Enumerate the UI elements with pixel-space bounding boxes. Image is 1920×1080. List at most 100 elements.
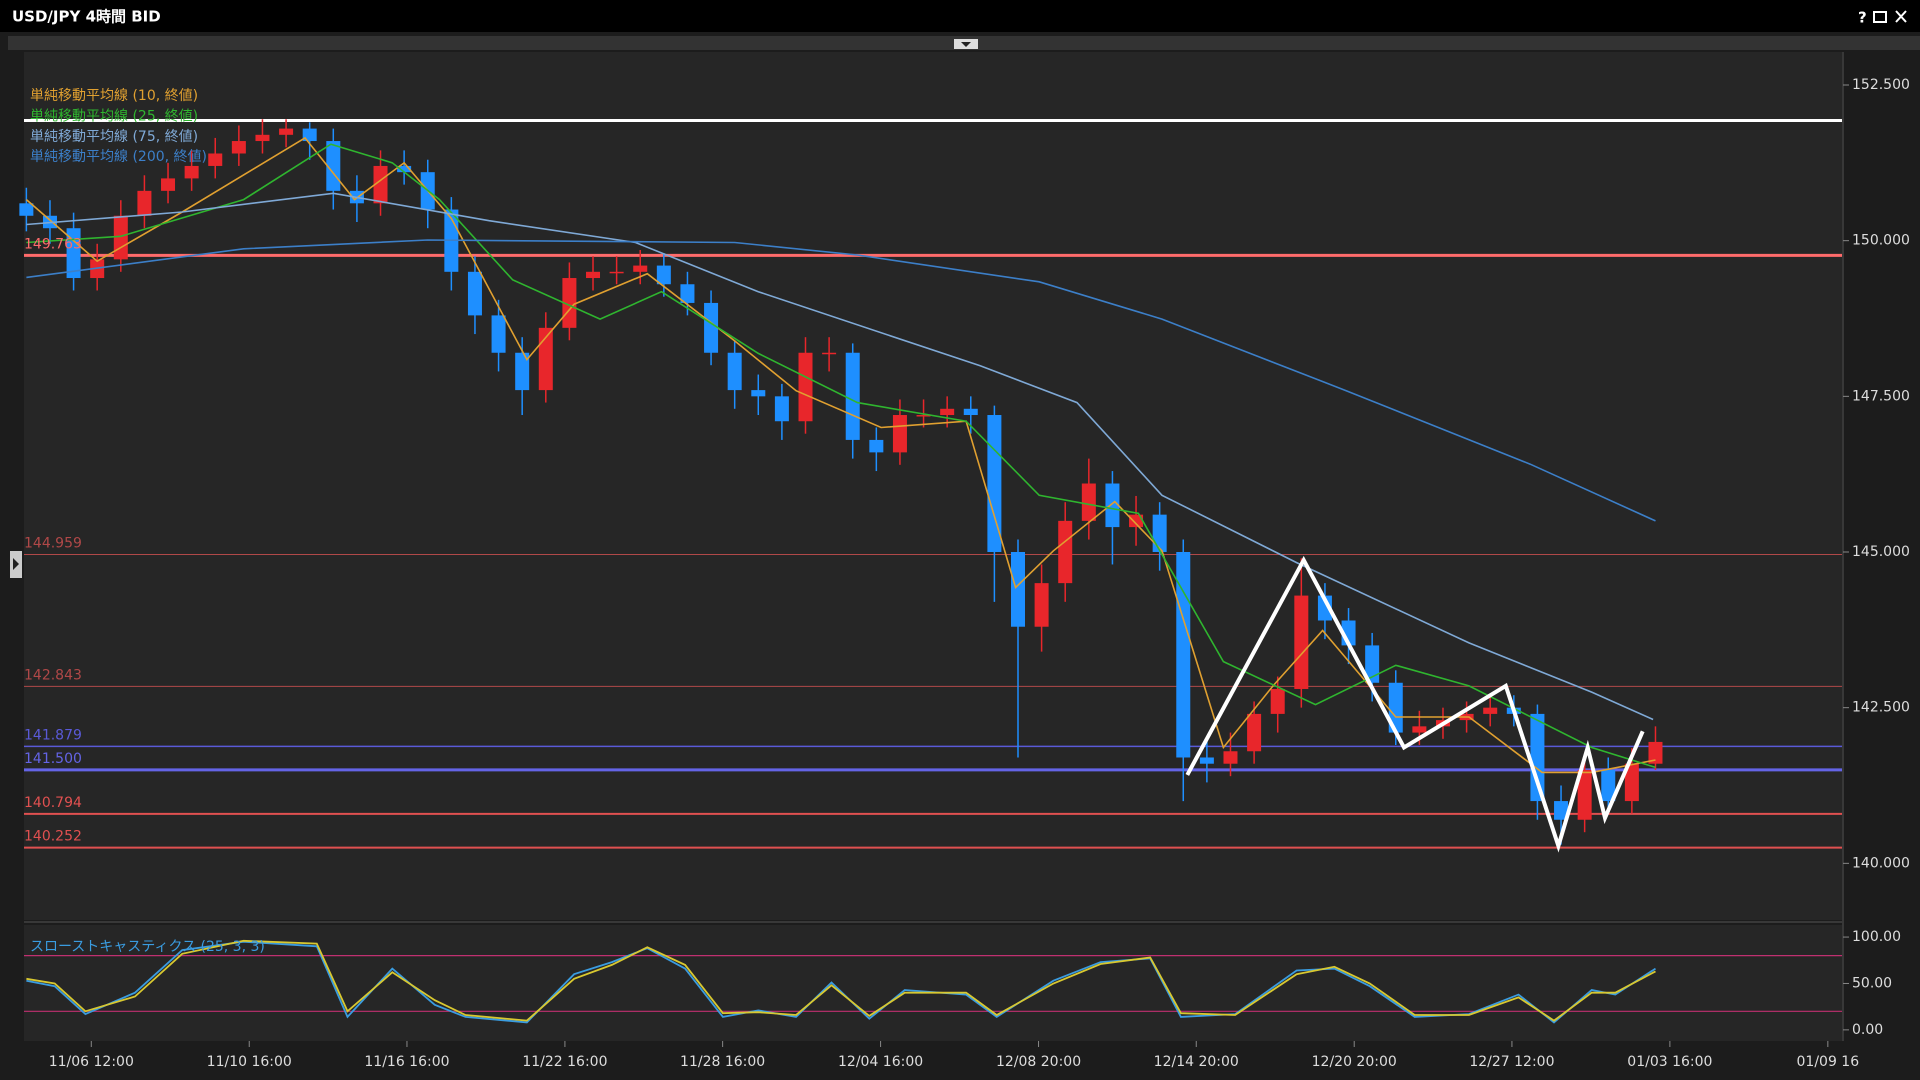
level-label: 140.794 <box>24 795 82 811</box>
candle-body <box>633 265 648 272</box>
moving-average-line <box>25 136 1656 774</box>
candle-body <box>1412 726 1427 733</box>
main-plot-area <box>24 52 1842 920</box>
toggle-arrow <box>961 42 971 47</box>
candle-body <box>1058 520 1073 584</box>
candle-body <box>66 228 81 279</box>
candle-body <box>609 271 624 274</box>
candle-body <box>113 215 128 260</box>
close-button[interactable] <box>1895 10 1907 23</box>
legend-entry: 単純移動平均線 (75, 終値) <box>30 129 198 145</box>
y-tick-label: 145.000 <box>1852 544 1910 560</box>
maximize-button[interactable] <box>1873 11 1887 23</box>
candle-body <box>515 352 530 391</box>
candle-body <box>1247 713 1262 752</box>
x-tick-label: 11/16 16:00 <box>364 1054 449 1070</box>
level-label: 144.959 <box>24 536 82 552</box>
candle-body <box>892 415 907 453</box>
legend-entry: 単純移動平均線 (25, 終値) <box>30 108 198 124</box>
level-label: 142.843 <box>24 667 82 683</box>
window-title: USD/JPY 4時間 BID <box>12 8 161 26</box>
candle-body <box>1152 514 1167 553</box>
candle-body <box>1624 763 1639 802</box>
level-label: 141.500 <box>24 751 82 767</box>
candle-body <box>491 315 506 353</box>
candle-body <box>1105 483 1120 528</box>
moving-average-line <box>26 143 1656 769</box>
x-tick-label: 12/20 20:00 <box>1312 1054 1397 1070</box>
candle-body <box>467 271 482 316</box>
candle-body <box>940 408 955 416</box>
x-tick-label: 12/14 20:00 <box>1154 1054 1239 1070</box>
candle-body <box>1577 769 1592 820</box>
candle-body <box>208 153 223 166</box>
x-tick-label: 11/10 16:00 <box>207 1054 292 1070</box>
help-button[interactable]: ? <box>1858 9 1867 27</box>
y-tick-label: 147.500 <box>1852 388 1910 404</box>
candle-body <box>538 327 553 391</box>
candle-body <box>774 396 789 422</box>
candle-body <box>916 415 931 417</box>
candle-body <box>704 302 719 353</box>
x-tick-label: 12/04 16:00 <box>838 1054 923 1070</box>
candle-body <box>1129 514 1144 528</box>
candle-body <box>1388 682 1403 733</box>
candle-body <box>137 190 152 216</box>
candle-body <box>302 128 317 142</box>
level-label: 141.879 <box>24 727 82 743</box>
candle-body <box>1081 483 1096 521</box>
x-tick-label: 11/06 12:00 <box>49 1054 134 1070</box>
indicator-title: スローストキャスティクス (25, 3, 3) <box>30 939 265 955</box>
stochastic-line <box>26 939 1656 1022</box>
side-tab-arrow <box>13 558 19 570</box>
legend-entry: 単純移動平均線 (200, 終値) <box>30 149 207 165</box>
stochastic-line <box>26 940 1656 1024</box>
candle-body <box>1270 688 1285 714</box>
y-tick-label: 150.000 <box>1852 233 1910 249</box>
candle-body <box>822 352 837 355</box>
candle-body <box>1294 595 1309 689</box>
candle-body <box>680 284 695 303</box>
candle-body <box>1530 713 1545 802</box>
y-tick-label: 50.00 <box>1852 975 1892 991</box>
candle-body <box>161 178 176 191</box>
candle-body <box>1554 801 1569 820</box>
moving-average-line <box>26 192 1654 721</box>
candle-body <box>987 415 1002 553</box>
x-tick-label: 12/27 12:00 <box>1469 1054 1554 1070</box>
candle-body <box>373 165 388 204</box>
y-tick-label: 152.500 <box>1852 77 1910 93</box>
stochastic-plot-area <box>24 925 1842 1041</box>
title-bar <box>0 0 1920 32</box>
legend-entry: 単純移動平均線 (10, 終値) <box>30 88 198 104</box>
candle-body <box>845 352 860 440</box>
x-tick-label: 01/03 16:00 <box>1627 1054 1712 1070</box>
candle-body <box>279 128 294 135</box>
candle-body <box>184 165 199 179</box>
candle-body <box>231 141 246 154</box>
candle-body <box>1483 707 1498 714</box>
candle-body <box>869 439 884 453</box>
candle-body <box>656 265 671 285</box>
candle-body <box>1034 583 1049 627</box>
y-tick-label: 140.000 <box>1852 855 1910 871</box>
candle-body <box>727 352 742 391</box>
candle-body <box>1199 757 1214 764</box>
candle-body <box>255 134 270 142</box>
y-tick-label: 0.00 <box>1852 1022 1883 1038</box>
candle-body <box>586 271 601 279</box>
y-tick-label: 142.500 <box>1852 700 1910 716</box>
level-label: 149.763 <box>24 236 82 252</box>
x-tick-label: 01/09 16 <box>1797 1054 1860 1070</box>
candle-body <box>1317 595 1332 621</box>
candle-body <box>397 165 412 173</box>
candle-body <box>963 408 978 416</box>
x-tick-label: 11/28 16:00 <box>680 1054 765 1070</box>
candle-body <box>1010 552 1025 627</box>
candle-body <box>562 278 577 328</box>
level-label: 140.252 <box>24 829 82 845</box>
x-tick-label: 12/08 20:00 <box>996 1054 1081 1070</box>
candle-body <box>1365 645 1380 683</box>
candle-body <box>1601 769 1616 802</box>
